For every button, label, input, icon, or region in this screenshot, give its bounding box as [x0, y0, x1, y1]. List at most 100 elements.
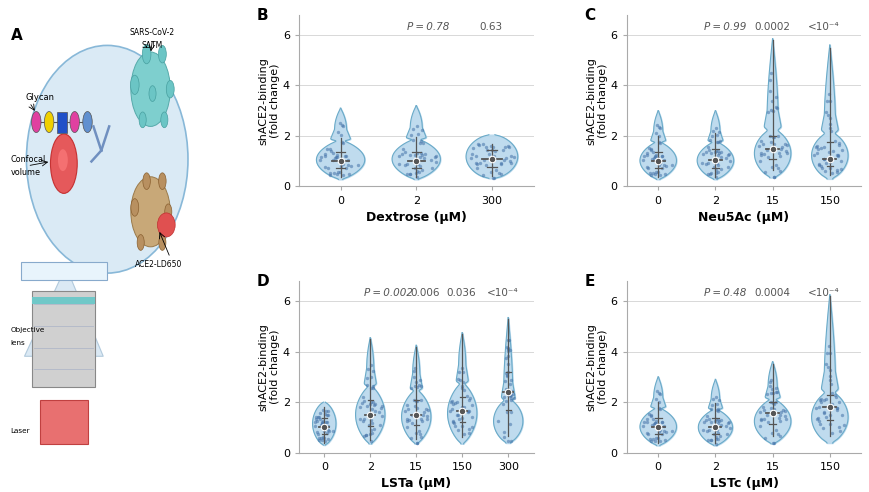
Point	[822, 155, 836, 163]
Point	[332, 119, 346, 127]
Text: SΔTM: SΔTM	[142, 41, 163, 50]
Text: lens: lens	[10, 340, 25, 346]
Point	[323, 147, 337, 155]
Circle shape	[83, 112, 92, 132]
Point	[321, 426, 335, 434]
Point	[830, 151, 844, 159]
Point	[408, 164, 421, 172]
Point	[317, 150, 331, 157]
Point	[821, 400, 835, 408]
Point	[360, 381, 374, 389]
Point	[836, 422, 850, 430]
Point	[760, 411, 773, 419]
Point	[496, 156, 510, 164]
Point	[334, 131, 348, 139]
Point	[701, 146, 715, 154]
Text: <10⁻⁴: <10⁻⁴	[487, 288, 518, 298]
Point	[816, 155, 830, 163]
Text: Glycan: Glycan	[25, 93, 55, 102]
Point	[322, 435, 335, 443]
Circle shape	[70, 112, 79, 132]
Point	[400, 401, 414, 409]
Point	[813, 395, 827, 402]
Point	[327, 169, 341, 177]
Point	[707, 417, 721, 425]
Point	[491, 169, 505, 177]
Point	[822, 164, 836, 172]
Point	[812, 420, 826, 428]
Point	[772, 152, 786, 159]
Point	[318, 407, 332, 415]
Point	[653, 159, 667, 167]
Point	[398, 407, 412, 415]
Point	[654, 152, 668, 159]
Point	[445, 398, 459, 405]
Point	[494, 160, 507, 168]
Point	[326, 156, 340, 164]
Text: P = 0.002: P = 0.002	[363, 288, 412, 298]
Circle shape	[158, 45, 166, 63]
Circle shape	[137, 235, 144, 250]
Y-axis label: shACE2-binding
(fold change): shACE2-binding (fold change)	[258, 57, 280, 145]
Point	[760, 390, 773, 398]
Point	[758, 168, 772, 176]
Point	[753, 150, 767, 157]
Point	[763, 389, 777, 397]
Point	[831, 141, 845, 149]
Point	[712, 127, 726, 135]
Point	[331, 168, 345, 176]
Point	[308, 422, 322, 430]
Point	[652, 171, 666, 179]
Circle shape	[50, 134, 77, 193]
Point	[351, 161, 365, 169]
Point	[410, 398, 424, 405]
Point	[753, 151, 767, 159]
Point	[408, 382, 421, 390]
Point	[363, 361, 377, 369]
Point	[448, 399, 461, 407]
Point	[360, 374, 374, 382]
Point	[824, 429, 838, 436]
Point	[710, 434, 724, 442]
Point	[415, 125, 428, 133]
Point	[709, 131, 723, 139]
Point	[423, 155, 437, 163]
Point	[651, 132, 665, 140]
Point	[407, 396, 421, 404]
Circle shape	[139, 112, 146, 128]
Point	[703, 436, 717, 444]
Point	[822, 124, 836, 132]
Point	[824, 380, 838, 388]
Text: P = 0.78: P = 0.78	[407, 22, 448, 31]
Point	[758, 434, 772, 442]
Point	[321, 164, 335, 172]
Text: Laser: Laser	[10, 428, 30, 434]
Point	[363, 426, 377, 434]
Point	[818, 413, 832, 421]
Point	[500, 343, 514, 351]
Point	[428, 158, 442, 166]
Point	[357, 431, 371, 439]
Point	[647, 437, 661, 445]
Point	[309, 418, 323, 426]
Point	[708, 173, 722, 181]
Point	[700, 143, 714, 151]
Point	[769, 104, 783, 112]
Text: SARS-CoV-2: SARS-CoV-2	[129, 28, 175, 37]
Point	[766, 140, 780, 148]
Point	[320, 418, 334, 426]
Point	[711, 405, 725, 413]
Point	[320, 411, 334, 419]
Point	[643, 437, 657, 445]
Point	[366, 401, 380, 409]
Point	[365, 384, 379, 392]
Text: <10⁻⁴: <10⁻⁴	[807, 288, 839, 298]
Point	[647, 153, 661, 161]
Point	[322, 169, 336, 177]
Point	[713, 416, 727, 424]
Point	[659, 428, 673, 436]
Point	[813, 164, 827, 172]
Point	[313, 409, 327, 417]
Point	[656, 160, 670, 168]
Point	[832, 139, 846, 147]
